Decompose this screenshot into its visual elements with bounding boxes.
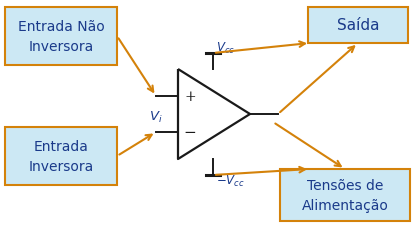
FancyBboxPatch shape [280, 169, 410, 221]
Text: $-V_{cc}$: $-V_{cc}$ [216, 173, 245, 188]
Text: Tensões de
Alimentação: Tensões de Alimentação [301, 178, 388, 212]
FancyBboxPatch shape [5, 128, 117, 185]
FancyBboxPatch shape [308, 8, 408, 44]
Text: Entrada Não
Inversora: Entrada Não Inversora [18, 20, 104, 54]
Text: Entrada
Inversora: Entrada Inversora [28, 139, 94, 174]
Text: +: + [184, 90, 196, 104]
Text: Saída: Saída [337, 18, 379, 33]
Text: −: − [184, 125, 196, 140]
FancyBboxPatch shape [5, 8, 117, 66]
Text: $V_{cc}$: $V_{cc}$ [216, 41, 235, 56]
Text: $V_i$: $V_i$ [149, 109, 163, 124]
